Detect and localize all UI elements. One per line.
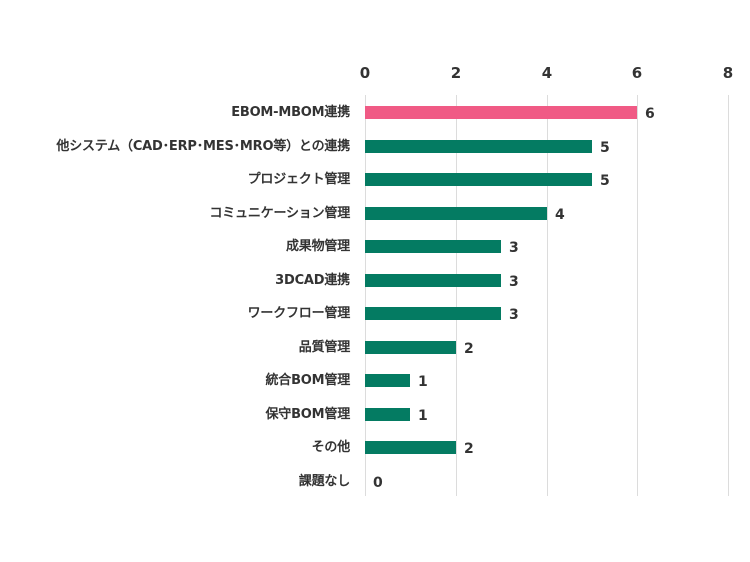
bar-value-label: 2 — [464, 341, 474, 357]
category-label: コミュニケーション管理 — [209, 206, 350, 221]
bar — [365, 441, 456, 454]
bar — [365, 274, 501, 287]
bar-value-label: 2 — [464, 441, 474, 457]
bar-value-label: 0 — [373, 475, 383, 491]
category-label: ワークフロー管理 — [247, 306, 351, 321]
bar-value-label: 3 — [509, 240, 519, 256]
category-label: 品質管理 — [298, 340, 350, 355]
gridline — [547, 95, 548, 496]
bar — [365, 341, 456, 354]
bar — [365, 173, 592, 186]
bar-value-label: 5 — [600, 173, 610, 189]
bar — [365, 307, 501, 320]
category-label: その他 — [311, 440, 351, 455]
bar — [365, 374, 410, 387]
bar-value-label: 5 — [600, 140, 610, 156]
category-label: EBOM-MBOM連携 — [231, 105, 350, 120]
gridline — [728, 95, 729, 496]
category-label: 保守BOM管理 — [265, 407, 351, 422]
bar — [365, 106, 637, 119]
bar-value-label: 1 — [418, 408, 428, 424]
bar-value-label: 1 — [418, 374, 428, 390]
category-label: 他システム（CAD･ERP･MES･MRO等）との連携 — [56, 139, 350, 154]
x-axis-tick-label: 8 — [722, 64, 734, 82]
bar-value-label: 3 — [509, 274, 519, 290]
bar — [365, 408, 410, 421]
x-axis-tick-label: 4 — [541, 64, 553, 82]
x-axis-tick-label: 2 — [450, 64, 462, 82]
bar-value-label: 3 — [509, 307, 519, 323]
bar — [365, 207, 547, 220]
bar-value-label: 6 — [645, 106, 655, 122]
bar-value-label: 4 — [555, 207, 565, 223]
bar — [365, 140, 592, 153]
gridline — [637, 95, 638, 496]
gridline — [365, 95, 366, 496]
category-label: 統合BOM管理 — [265, 373, 351, 388]
gridline — [456, 95, 457, 496]
category-label: 成果物管理 — [285, 239, 350, 254]
x-axis-tick-label: 0 — [359, 64, 371, 82]
x-axis-tick-label: 6 — [631, 64, 643, 82]
category-label: プロジェクト管理 — [247, 172, 351, 187]
category-label: 3DCAD連携 — [275, 273, 350, 288]
category-label: 課題なし — [298, 474, 350, 489]
bar — [365, 240, 501, 253]
